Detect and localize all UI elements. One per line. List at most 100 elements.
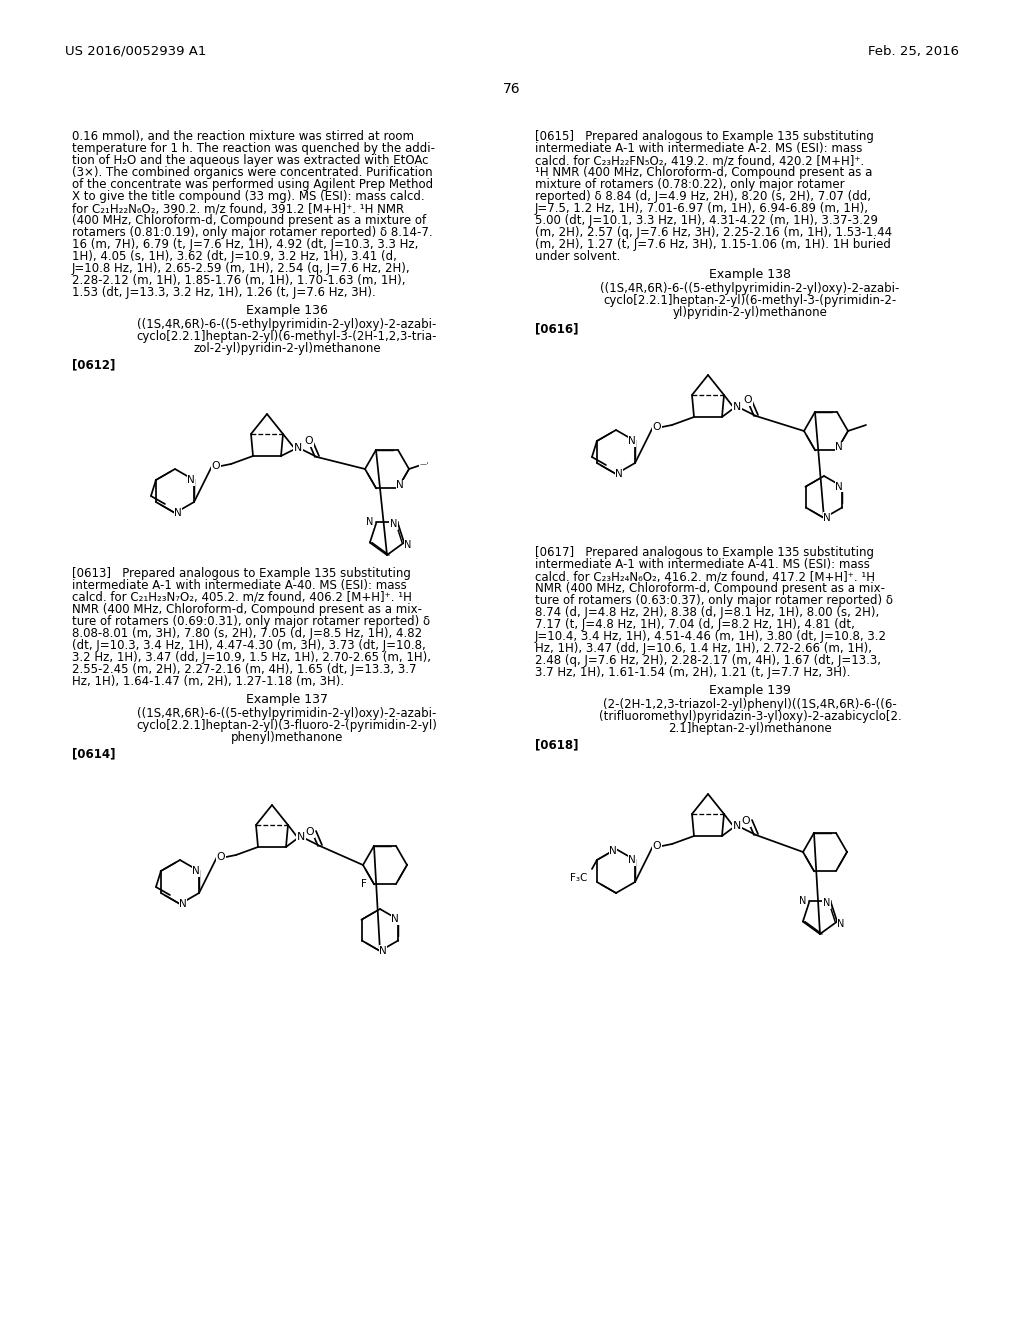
Text: reported) δ 8.84 (d, J=4.9 Hz, 2H), 8.20 (s, 2H), 7.07 (dd,: reported) δ 8.84 (d, J=4.9 Hz, 2H), 8.20… — [535, 190, 871, 203]
Text: 2.1]heptan-2-yl)methanone: 2.1]heptan-2-yl)methanone — [668, 722, 831, 735]
Text: [0618]: [0618] — [535, 738, 579, 751]
Text: under solvent.: under solvent. — [535, 249, 621, 263]
Text: calcd. for C₂₃H₂₂FN₅O₂, 419.2. m/z found, 420.2 [M+H]⁺.: calcd. for C₂₃H₂₂FN₅O₂, 419.2. m/z found… — [535, 154, 864, 168]
Text: ((1S,4R,6R)-6-((5-ethylpyrimidin-2-yl)oxy)-2-azabi-: ((1S,4R,6R)-6-((5-ethylpyrimidin-2-yl)ox… — [137, 708, 436, 719]
Text: cyclo[2.2.1]heptan-2-yl)(3-fluoro-2-(pyrimidin-2-yl): cyclo[2.2.1]heptan-2-yl)(3-fluoro-2-(pyr… — [136, 719, 437, 733]
Text: (m, 2H), 2.57 (q, J=7.6 Hz, 3H), 2.25-2.16 (m, 1H), 1.53-1.44: (m, 2H), 2.57 (q, J=7.6 Hz, 3H), 2.25-2.… — [535, 226, 892, 239]
Text: N: N — [187, 475, 195, 484]
Text: ((1S,4R,6R)-6-((5-ethylpyrimidin-2-yl)oxy)-2-azabi-: ((1S,4R,6R)-6-((5-ethylpyrimidin-2-yl)ox… — [137, 318, 436, 331]
Text: N: N — [628, 436, 636, 446]
Text: 3.7 Hz, 1H), 1.61-1.54 (m, 2H), 1.21 (t, J=7.7 Hz, 3H).: 3.7 Hz, 1H), 1.61-1.54 (m, 2H), 1.21 (t,… — [535, 667, 850, 678]
Text: 2.55-2.45 (m, 2H), 2.27-2.16 (m, 4H), 1.65 (dt, J=13.3, 3.7: 2.55-2.45 (m, 2H), 2.27-2.16 (m, 4H), 1.… — [72, 663, 417, 676]
Text: yl)pyridin-2-yl)methanone: yl)pyridin-2-yl)methanone — [673, 306, 827, 319]
Text: (400 MHz, Chloroform-d, Compound present as a mixture of: (400 MHz, Chloroform-d, Compound present… — [72, 214, 426, 227]
Text: ((1S,4R,6R)-6-((5-ethylpyrimidin-2-yl)oxy)-2-azabi-: ((1S,4R,6R)-6-((5-ethylpyrimidin-2-yl)ox… — [600, 282, 900, 294]
Text: O: O — [212, 461, 220, 471]
Text: [0613]   Prepared analogous to Example 135 substituting: [0613] Prepared analogous to Example 135… — [72, 568, 411, 579]
Text: N: N — [379, 946, 387, 956]
Text: 3.2 Hz, 1H), 3.47 (dd, J=10.9, 1.5 Hz, 1H), 2.70-2.65 (m, 1H),: 3.2 Hz, 1H), 3.47 (dd, J=10.9, 1.5 Hz, 1… — [72, 651, 431, 664]
Text: J=10.4, 3.4 Hz, 1H), 4.51-4.46 (m, 1H), 3.80 (dt, J=10.8, 3.2: J=10.4, 3.4 Hz, 1H), 4.51-4.46 (m, 1H), … — [535, 630, 887, 643]
Text: N: N — [615, 469, 623, 479]
Text: intermediate A-1 with intermediate A-41. MS (ESI): mass: intermediate A-1 with intermediate A-41.… — [535, 558, 869, 572]
Text: —: — — [420, 461, 427, 467]
Text: [0615]   Prepared analogous to Example 135 substituting: [0615] Prepared analogous to Example 135… — [535, 129, 873, 143]
Text: temperature for 1 h. The reaction was quenched by the addi-: temperature for 1 h. The reaction was qu… — [72, 143, 435, 154]
Text: X to give the title compound (33 mg). MS (ESI): mass calcd.: X to give the title compound (33 mg). MS… — [72, 190, 425, 203]
Text: Example 136: Example 136 — [246, 304, 328, 317]
Text: N: N — [733, 403, 741, 412]
Text: [0616]: [0616] — [535, 322, 579, 335]
Text: O: O — [306, 828, 314, 837]
Text: 8.74 (d, J=4.8 Hz, 2H), 8.38 (d, J=8.1 Hz, 1H), 8.00 (s, 2H),: 8.74 (d, J=4.8 Hz, 2H), 8.38 (d, J=8.1 H… — [535, 606, 880, 619]
Text: ¹H NMR (400 MHz, Chloroform-d, Compound present as a: ¹H NMR (400 MHz, Chloroform-d, Compound … — [535, 166, 872, 180]
Text: (m, 2H), 1.27 (t, J=7.6 Hz, 3H), 1.15-1.06 (m, 1H). 1H buried: (m, 2H), 1.27 (t, J=7.6 Hz, 3H), 1.15-1.… — [535, 238, 891, 251]
Text: N: N — [733, 821, 741, 832]
Text: F: F — [361, 879, 367, 890]
Text: (dt, J=10.3, 3.4 Hz, 1H), 4.47-4.30 (m, 3H), 3.73 (dt, J=10.8,: (dt, J=10.3, 3.4 Hz, 1H), 4.47-4.30 (m, … — [72, 639, 426, 652]
Text: zol-2-yl)pyridin-2-yl)methanone: zol-2-yl)pyridin-2-yl)methanone — [194, 342, 381, 355]
Text: (trifluoromethyl)pyridazin-3-yl)oxy)-2-azabicyclo[2.: (trifluoromethyl)pyridazin-3-yl)oxy)-2-a… — [599, 710, 901, 723]
Text: tion of H₂O and the aqueous layer was extracted with EtOAc: tion of H₂O and the aqueous layer was ex… — [72, 154, 428, 168]
Text: N: N — [823, 513, 830, 523]
Text: cyclo[2.2.1]heptan-2-yl)(6-methyl-3-(pyrimidin-2-: cyclo[2.2.1]heptan-2-yl)(6-methyl-3-(pyr… — [603, 294, 897, 308]
Text: NMR (400 MHz, Chloroform-d, Compound present as a mix-: NMR (400 MHz, Chloroform-d, Compound pre… — [535, 582, 885, 595]
Text: O: O — [741, 816, 751, 826]
Text: J=10.8 Hz, 1H), 2.65-2.59 (m, 1H), 2.54 (q, J=7.6 Hz, 2H),: J=10.8 Hz, 1H), 2.65-2.59 (m, 1H), 2.54 … — [72, 261, 411, 275]
Text: calcd. for C₂₃H₂₄N₆O₂, 416.2. m/z found, 417.2 [M+H]⁺. ¹H: calcd. for C₂₃H₂₄N₆O₂, 416.2. m/z found,… — [535, 570, 874, 583]
Text: F₃C: F₃C — [570, 873, 588, 883]
Text: O: O — [743, 395, 753, 405]
Text: N: N — [297, 832, 305, 842]
Text: Example 137: Example 137 — [246, 693, 328, 706]
Text: N: N — [391, 915, 399, 924]
Text: 76: 76 — [503, 82, 521, 96]
Text: ture of rotamers (0.69:0.31), only major rotamer reported) δ: ture of rotamers (0.69:0.31), only major… — [72, 615, 430, 628]
Text: (2-(2H-1,2,3-triazol-2-yl)phenyl)((1S,4R,6R)-6-((6-: (2-(2H-1,2,3-triazol-2-yl)phenyl)((1S,4R… — [603, 698, 897, 711]
Text: mixture of rotamers (0.78:0.22), only major rotamer: mixture of rotamers (0.78:0.22), only ma… — [535, 178, 845, 191]
Text: calcd. for C₂₁H₂₃N₇O₂, 405.2. m/z found, 406.2 [M+H]⁺. ¹H: calcd. for C₂₁H₂₃N₇O₂, 405.2. m/z found,… — [72, 591, 412, 605]
Text: N: N — [799, 896, 806, 907]
Text: N: N — [836, 482, 843, 491]
Text: [0614]: [0614] — [72, 747, 116, 760]
Text: N: N — [838, 919, 845, 928]
Text: Feb. 25, 2016: Feb. 25, 2016 — [868, 45, 959, 58]
Text: N: N — [609, 846, 616, 855]
Text: N: N — [628, 855, 636, 865]
Text: O: O — [652, 422, 662, 432]
Text: Example 139: Example 139 — [709, 684, 791, 697]
Text: N: N — [390, 520, 397, 529]
Text: N: N — [836, 442, 843, 451]
Text: Hz, 1H), 3.47 (dd, J=10.6, 1.4 Hz, 1H), 2.72-2.66 (m, 1H),: Hz, 1H), 3.47 (dd, J=10.6, 1.4 Hz, 1H), … — [535, 642, 872, 655]
Text: 16 (m, 7H), 6.79 (t, J=7.6 Hz, 1H), 4.92 (dt, J=10.3, 3.3 Hz,: 16 (m, 7H), 6.79 (t, J=7.6 Hz, 1H), 4.92… — [72, 238, 419, 251]
Text: O: O — [305, 436, 313, 446]
Text: N: N — [193, 866, 200, 876]
Text: N: N — [174, 508, 182, 517]
Text: intermediate A-1 with intermediate A-40. MS (ESI): mass: intermediate A-1 with intermediate A-40.… — [72, 579, 407, 591]
Text: 5.00 (dt, J=10.1, 3.3 Hz, 1H), 4.31-4.22 (m, 1H), 3.37-3.29: 5.00 (dt, J=10.1, 3.3 Hz, 1H), 4.31-4.22… — [535, 214, 878, 227]
Text: N: N — [179, 899, 186, 909]
Text: 1H), 4.05 (s, 1H), 3.62 (dt, J=10.9, 3.2 Hz, 1H), 3.41 (d,: 1H), 4.05 (s, 1H), 3.62 (dt, J=10.9, 3.2… — [72, 249, 397, 263]
Text: N: N — [396, 480, 403, 490]
Text: (3×). The combined organics were concentrated. Purification: (3×). The combined organics were concent… — [72, 166, 432, 180]
Text: rotamers (0.81:0.19), only major rotamer reported) δ 8.14-7.: rotamers (0.81:0.19), only major rotamer… — [72, 226, 432, 239]
Text: [0612]: [0612] — [72, 358, 116, 371]
Text: 7.17 (t, J=4.8 Hz, 1H), 7.04 (d, J=8.2 Hz, 1H), 4.81 (dt,: 7.17 (t, J=4.8 Hz, 1H), 7.04 (d, J=8.2 H… — [535, 618, 855, 631]
Text: N: N — [404, 540, 412, 549]
Text: NMR (400 MHz, Chloroform-d, Compound present as a mix-: NMR (400 MHz, Chloroform-d, Compound pre… — [72, 603, 422, 616]
Text: O: O — [217, 851, 225, 862]
Text: N: N — [294, 444, 302, 453]
Text: J=7.5, 1.2 Hz, 1H), 7.01-6.97 (m, 1H), 6.94-6.89 (m, 1H),: J=7.5, 1.2 Hz, 1H), 7.01-6.97 (m, 1H), 6… — [535, 202, 869, 215]
Text: 2.48 (q, J=7.6 Hz, 2H), 2.28-2.17 (m, 4H), 1.67 (dt, J=13.3,: 2.48 (q, J=7.6 Hz, 2H), 2.28-2.17 (m, 4H… — [535, 653, 881, 667]
Text: intermediate A-1 with intermediate A-2. MS (ESI): mass: intermediate A-1 with intermediate A-2. … — [535, 143, 862, 154]
Text: 1.53 (dt, J=13.3, 3.2 Hz, 1H), 1.26 (t, J=7.6 Hz, 3H).: 1.53 (dt, J=13.3, 3.2 Hz, 1H), 1.26 (t, … — [72, 286, 376, 300]
Text: O: O — [652, 841, 662, 851]
Text: Example 138: Example 138 — [709, 268, 791, 281]
Text: US 2016/0052939 A1: US 2016/0052939 A1 — [65, 45, 207, 58]
Text: ture of rotamers (0.63:0.37), only major rotamer reported) δ: ture of rotamers (0.63:0.37), only major… — [535, 594, 893, 607]
Text: cyclo[2.2.1]heptan-2-yl)(6-methyl-3-(2H-1,2,3-tria-: cyclo[2.2.1]heptan-2-yl)(6-methyl-3-(2H-… — [137, 330, 437, 343]
Text: of the concentrate was performed using Agilent Prep Method: of the concentrate was performed using A… — [72, 178, 433, 191]
Text: Hz, 1H), 1.64-1.47 (m, 2H), 1.27-1.18 (m, 3H).: Hz, 1H), 1.64-1.47 (m, 2H), 1.27-1.18 (m… — [72, 675, 344, 688]
Text: for C₂₁H₂₂N₆O₂, 390.2. m/z found, 391.2 [M+H]⁺. ¹H NMR: for C₂₁H₂₂N₆O₂, 390.2. m/z found, 391.2 … — [72, 202, 404, 215]
Text: phenyl)methanone: phenyl)methanone — [230, 731, 343, 744]
Text: N: N — [823, 899, 830, 908]
Text: N: N — [366, 517, 373, 528]
